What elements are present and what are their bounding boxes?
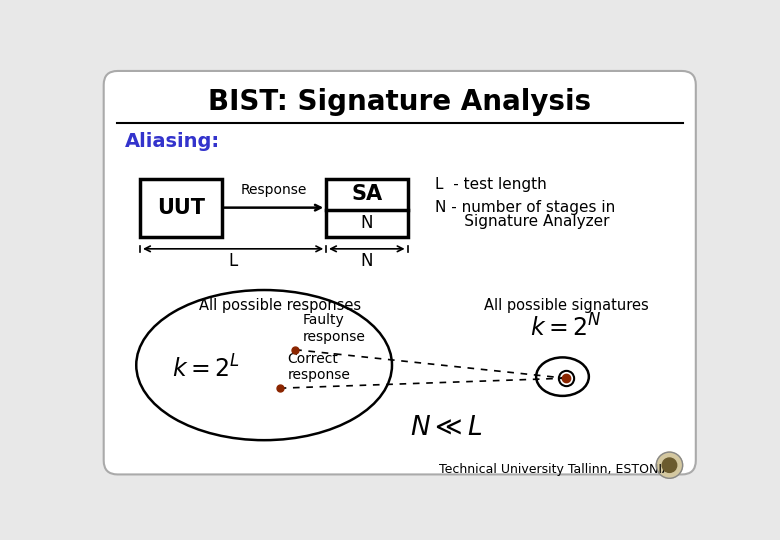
Bar: [140, 179, 222, 237]
Text: N: N: [360, 214, 373, 232]
Text: $k = 2^N$: $k = 2^N$: [530, 314, 602, 342]
Ellipse shape: [136, 290, 392, 440]
Text: Response: Response: [240, 183, 307, 197]
FancyBboxPatch shape: [104, 71, 696, 475]
Circle shape: [656, 452, 682, 478]
Text: Faulty
response: Faulty response: [303, 313, 366, 343]
Text: N: N: [360, 252, 373, 270]
Text: L: L: [229, 252, 238, 270]
Text: Correct
response: Correct response: [287, 352, 350, 382]
Bar: [326, 179, 407, 237]
Text: BIST: Signature Analysis: BIST: Signature Analysis: [208, 88, 591, 116]
Circle shape: [662, 458, 677, 472]
Text: Aliasing:: Aliasing:: [125, 132, 220, 151]
Text: L  - test length: L - test length: [434, 177, 546, 192]
Text: $N \ll L$: $N \ll L$: [410, 415, 483, 441]
Ellipse shape: [536, 357, 589, 396]
Text: UUT: UUT: [157, 198, 205, 218]
Text: Signature Analyzer: Signature Analyzer: [434, 214, 609, 228]
Text: SA: SA: [351, 184, 382, 204]
Text: N - number of stages in: N - number of stages in: [434, 200, 615, 215]
Text: All possible signatures: All possible signatures: [484, 298, 649, 313]
Text: Technical University Tallinn, ESTONIA: Technical University Tallinn, ESTONIA: [439, 463, 671, 476]
Text: All possible responses: All possible responses: [199, 298, 360, 313]
Text: $k = 2^L$: $k = 2^L$: [172, 355, 240, 382]
